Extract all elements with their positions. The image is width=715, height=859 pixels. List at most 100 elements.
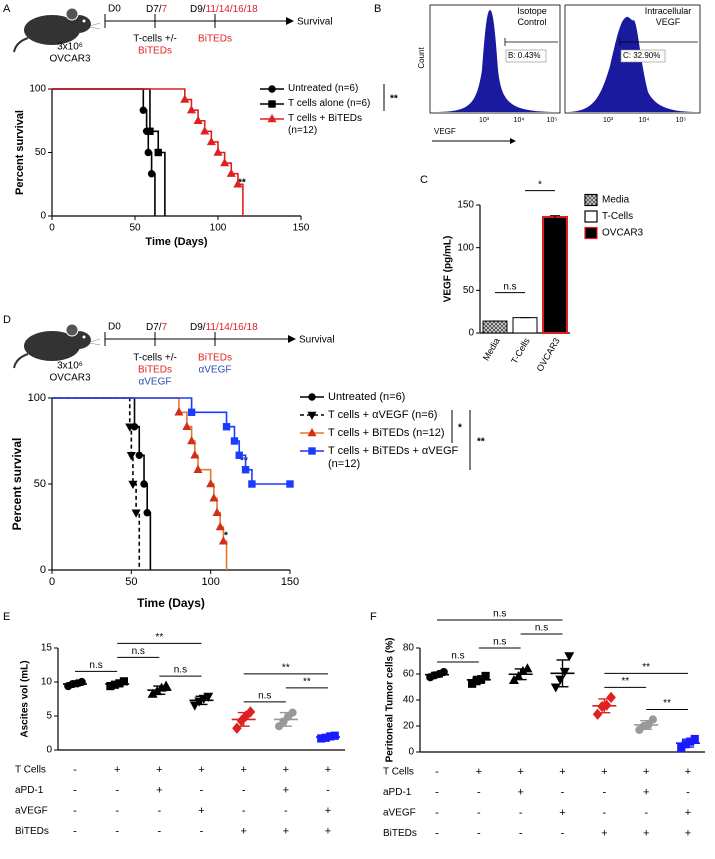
survival-marker <box>125 423 135 432</box>
survival-marker <box>126 452 136 461</box>
condition-mark: + <box>198 764 204 776</box>
significance-label: n.s <box>174 665 187 676</box>
legend-swatch <box>300 447 324 455</box>
x-tick-label: Media <box>481 336 502 362</box>
legend-marker <box>308 393 316 401</box>
significance-label: n.s <box>493 637 506 648</box>
legend: Untreated (n=6) T cells + αVEGF (n=6) T ce… <box>298 391 473 471</box>
y-tick-label: 15 <box>41 643 53 654</box>
legend-marker <box>307 411 317 421</box>
condition-mark: - <box>115 805 119 817</box>
survival-marker <box>206 136 216 146</box>
survival-marker <box>193 115 203 124</box>
mouse-whiskers <box>89 338 101 346</box>
timeline-label: 11/14/16/18 <box>206 4 259 15</box>
panel-label: A <box>3 3 11 15</box>
condition-mark: - <box>115 825 119 837</box>
y-tick-label: 50 <box>34 478 46 490</box>
legend-entry: T cells + αVEGF (n=6) <box>298 409 473 427</box>
condition-mark: + <box>198 805 204 817</box>
timeline-label: D7/7 <box>146 4 168 15</box>
condition-mark: - <box>686 786 690 798</box>
flow-tick: 10⁴ <box>639 117 650 124</box>
mouse-tail <box>13 353 29 369</box>
condition-label: T Cells <box>15 765 46 776</box>
survival-marker <box>218 536 228 545</box>
condition-mark: - <box>477 807 481 819</box>
y-tick-label: 0 <box>46 745 52 756</box>
legend-marker <box>267 113 277 123</box>
survival-marker <box>215 521 225 531</box>
survival-marker <box>135 451 143 459</box>
timeline-label: D9/11/14/16/18 <box>190 4 258 15</box>
y-tick-label: 150 <box>457 200 474 211</box>
condition-mark: + <box>283 764 289 776</box>
timeline-label: D9/11/14/16/18 <box>190 322 258 333</box>
y-tick-label: 80 <box>403 643 415 654</box>
flow-title: Isotope Control <box>517 6 547 27</box>
bar <box>512 317 538 334</box>
survival-marker <box>241 466 250 474</box>
significance-label: ** <box>282 663 290 674</box>
legend-swatch <box>300 427 324 437</box>
flow-frame <box>564 4 701 114</box>
condition-mark: + <box>685 766 691 778</box>
legend-swatch <box>260 100 284 108</box>
timeline-end: Survival <box>297 17 333 28</box>
x-tick-label: 0 <box>49 576 55 588</box>
condition-mark: - <box>73 764 77 776</box>
survival-curve <box>52 397 290 485</box>
y-tick-label: 10 <box>41 677 53 688</box>
flow-tick: 10³ <box>603 117 614 124</box>
condition-label: aPD-1 <box>383 787 412 798</box>
legend-label: Untreated (n=6) <box>328 391 406 403</box>
panel-label: B <box>374 3 381 15</box>
x-tick-label: 150 <box>281 576 299 588</box>
timeline-arrow <box>286 17 294 25</box>
condition-mark: + <box>643 766 649 778</box>
condition-mark: - <box>477 827 481 839</box>
condition-mark: - <box>242 805 246 817</box>
significance-label: ** <box>621 676 629 687</box>
survival-marker <box>146 127 154 135</box>
survival-marker <box>213 147 223 156</box>
condition-label: BiTEDs <box>383 828 417 839</box>
survival-marker <box>209 493 219 502</box>
condition-mark: - <box>157 825 161 837</box>
flow-tick: 10⁵ <box>547 117 558 124</box>
condition-mark: + <box>325 764 331 776</box>
flow-histogram <box>431 10 559 112</box>
legend-entry: T cells alone (n=6) <box>258 98 384 113</box>
timeline-label: D9/ <box>190 4 206 15</box>
condition-mark: - <box>644 807 648 819</box>
flow-x-label: VEGF <box>434 127 456 136</box>
survival-marker <box>174 407 184 416</box>
condition-mark: - <box>602 786 606 798</box>
condition-label: aVEGF <box>15 806 48 817</box>
legend-label: Media <box>602 195 630 206</box>
legend-swatch <box>260 85 284 93</box>
legend-swatch <box>300 393 324 401</box>
survival-marker <box>131 509 141 518</box>
condition-mark: + <box>325 805 331 817</box>
data-point <box>550 683 561 693</box>
condition-mark: - <box>561 827 565 839</box>
gate-box <box>505 49 547 63</box>
mouse-icon <box>13 323 101 369</box>
legend-marker <box>308 447 316 455</box>
cell-label: 3x10⁶ <box>57 42 83 53</box>
treatment-label: BiTEDs <box>138 46 172 57</box>
y-axis-label: VEGF (pg/mL) <box>443 236 454 303</box>
panel-label: E <box>3 611 10 623</box>
legend-swatch <box>584 226 598 240</box>
timeline-label: 7 <box>162 4 168 15</box>
condition-mark: - <box>73 805 77 817</box>
timeline-label: D0 <box>108 322 121 333</box>
data-point <box>245 706 256 718</box>
condition-label: T Cells <box>383 767 414 778</box>
mouse-whiskers <box>89 22 101 30</box>
significance-label: n.s <box>132 646 145 657</box>
gate-box <box>620 49 666 63</box>
